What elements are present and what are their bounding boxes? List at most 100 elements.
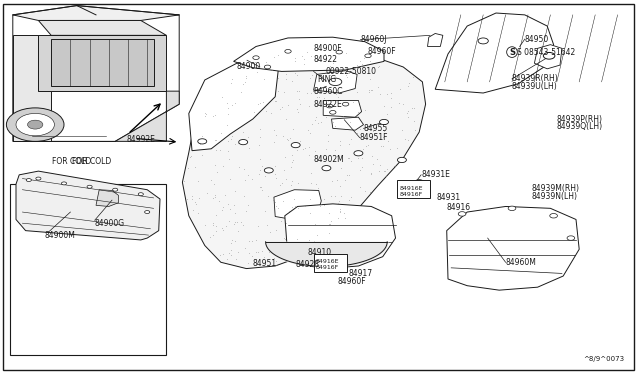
Point [262,165,272,171]
Text: 84960C: 84960C [314,87,343,96]
Point [278,198,288,204]
Point [310,221,321,227]
Point [374,63,384,69]
Point [330,81,340,87]
Point [230,219,241,225]
Point [205,177,216,183]
Point [188,207,198,213]
Circle shape [326,104,333,108]
Point [230,210,241,216]
Point [238,129,248,135]
Text: S 08543-51642: S 08543-51642 [517,48,575,57]
Text: 84951: 84951 [253,259,277,268]
Text: 84939U(LH): 84939U(LH) [512,82,557,91]
Point [351,64,361,70]
Point [366,171,376,177]
Point [375,91,385,97]
Point [222,100,232,106]
Point [217,94,227,100]
Point [196,152,207,158]
Polygon shape [16,171,160,240]
Text: 84931E: 84931E [421,170,450,179]
Point [379,103,389,109]
Point [360,107,371,113]
Point [306,180,316,186]
Point [341,49,351,55]
Point [230,238,240,244]
Point [269,255,279,261]
Point [372,84,383,90]
Point [336,165,346,171]
Circle shape [285,49,291,53]
Text: 84939Q(LH): 84939Q(LH) [557,122,603,131]
Polygon shape [115,91,179,141]
Point [389,163,399,169]
Point [233,228,243,234]
Point [328,88,338,94]
Point [250,59,260,65]
Point [346,158,356,164]
Point [260,108,271,114]
Point [307,72,317,78]
Point [214,198,224,203]
Point [261,64,271,70]
Point [280,236,290,242]
Point [289,58,300,64]
Polygon shape [435,13,554,93]
Point [207,113,218,119]
Text: 84939R(RH): 84939R(RH) [512,74,559,83]
Point [224,155,234,161]
Point [333,215,343,221]
Point [344,172,355,178]
Point [284,48,294,54]
Circle shape [239,140,248,145]
Point [281,76,291,81]
Point [285,135,295,141]
Point [273,52,283,58]
Circle shape [291,142,300,148]
Point [305,76,316,81]
Point [301,49,312,55]
Circle shape [87,185,92,188]
Point [378,144,388,150]
Point [367,87,377,93]
Point [255,167,266,173]
Point [299,61,309,67]
Point [260,173,270,179]
Point [207,195,218,201]
Point [277,132,287,138]
Point [355,126,365,132]
Point [254,185,264,190]
Point [244,145,254,151]
Circle shape [61,182,67,185]
Point [340,215,351,221]
Point [271,262,281,268]
Point [228,221,239,227]
Point [225,206,235,212]
Point [316,119,326,125]
Bar [10,184,166,355]
Text: 84900M: 84900M [45,231,76,240]
Point [321,114,332,120]
Point [250,259,260,265]
Point [344,155,354,161]
Point [292,235,302,241]
Polygon shape [323,100,362,117]
Point [306,53,316,59]
Point [273,75,284,81]
Point [298,145,308,151]
Point [355,70,365,76]
Bar [314,254,347,272]
Point [389,163,399,169]
Circle shape [330,110,336,114]
Point [410,127,420,133]
Polygon shape [13,35,51,141]
Point [361,142,371,148]
Text: 84960F: 84960F [368,47,397,56]
Point [307,90,317,96]
Point [210,192,220,198]
Point [254,170,264,176]
Polygon shape [274,190,321,220]
Point [220,192,230,198]
Point [186,154,196,160]
